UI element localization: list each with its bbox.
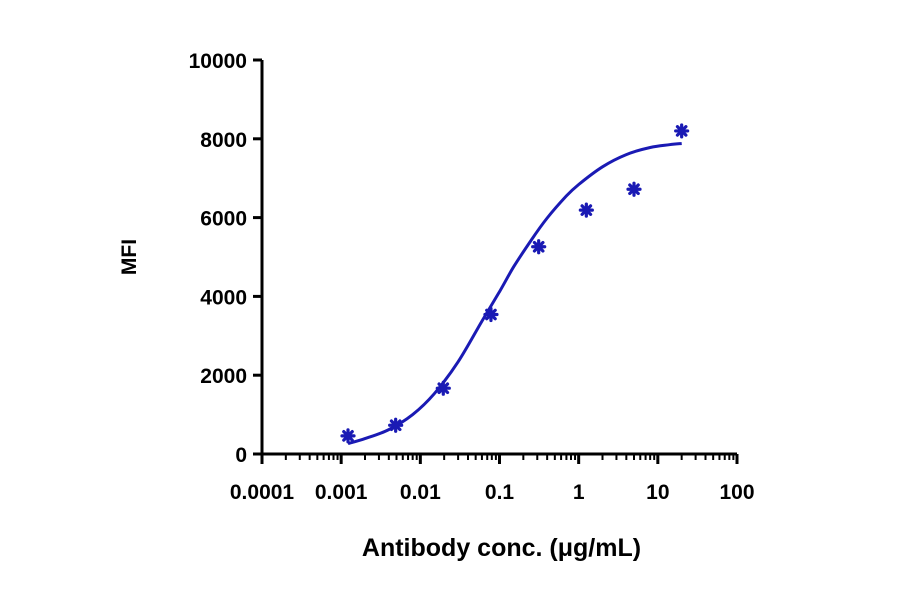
- x-tick-label: 1: [573, 481, 585, 504]
- data-point: [340, 428, 356, 444]
- y-tick-label: 4000: [200, 286, 247, 309]
- data-point: [626, 181, 642, 197]
- y-tick-label: 8000: [200, 129, 247, 152]
- fit-curve-line: [347, 142, 682, 446]
- x-tick-label: 0.001: [315, 481, 368, 504]
- y-axis-title: MFI: [118, 239, 141, 275]
- data-point: [435, 380, 451, 396]
- data-point: [674, 123, 690, 139]
- data-point: [388, 417, 404, 433]
- data-point: [578, 202, 594, 218]
- y-tick-label: 6000: [200, 208, 247, 231]
- y-tick-label: 10000: [189, 50, 247, 73]
- x-tick-label: 100: [719, 481, 754, 504]
- x-tick-label: 0.0001: [230, 481, 295, 504]
- x-tick-label: 0.01: [400, 481, 441, 504]
- plot-area: [340, 123, 690, 446]
- data-point: [483, 306, 499, 323]
- y-axis-ticks: 0 2000 4000 6000 8000 10000: [189, 50, 262, 467]
- x-axis-ticks: 0.0001 0.001 0.01 0.1 1 10 100: [230, 454, 755, 504]
- y-tick-label: 2000: [200, 365, 247, 388]
- x-tick-label: 10: [646, 481, 669, 504]
- x-axis-title: Antibody conc. (μg/mL): [362, 534, 641, 562]
- x-tick-label: 0.1: [485, 481, 515, 504]
- data-point: [531, 239, 547, 255]
- y-tick-label: 0: [235, 444, 247, 467]
